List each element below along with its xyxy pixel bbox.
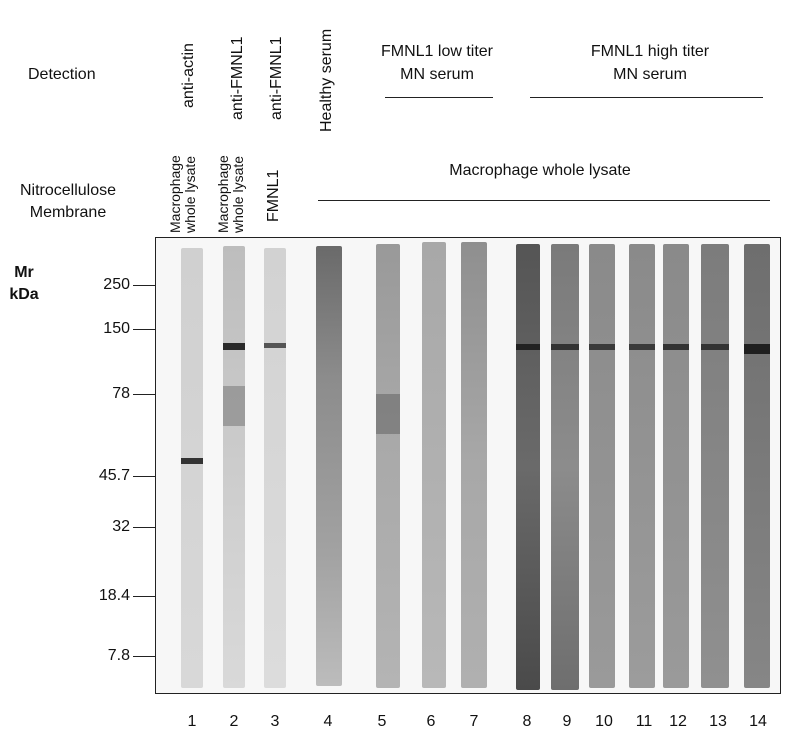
shared-membrane-rule: [318, 200, 770, 201]
fmnl1-band-lane9: [551, 344, 579, 350]
lane-number-7: 7: [469, 713, 479, 730]
high-titer-rule: [530, 97, 763, 98]
lane-number-5: 5: [377, 713, 387, 730]
detection-lane2: anti-FMNL1: [229, 36, 246, 120]
mw-tick-150: [133, 329, 155, 330]
membrane-lane1-line2: whole lysate: [182, 155, 198, 233]
membrane-lane1-line1: Macrophage: [167, 155, 183, 233]
blot-strip-2: [223, 246, 245, 688]
mw-tick-32: [133, 527, 155, 528]
blot-strip-12: [663, 244, 689, 688]
lane-number-4: 4: [323, 713, 333, 730]
high-titer-line2: MN serum: [613, 66, 687, 83]
lane-number-3: 3: [270, 713, 280, 730]
blot-strip-8: [516, 244, 540, 690]
blot-strip-11: [629, 244, 655, 688]
fmnl1-band-lane3: [264, 343, 286, 348]
mw-tick-7-8: [133, 656, 155, 657]
mr-label-line2: kDa: [9, 286, 39, 303]
membrane-label-line1: Nitrocellulose: [19, 182, 117, 199]
mw-label-32: 32: [112, 518, 130, 535]
membrane-lane2: Macrophage whole lysate: [215, 155, 246, 233]
lane-number-11: 11: [635, 713, 653, 730]
membrane-lane1: Macrophage whole lysate: [167, 155, 198, 233]
mw-tick-18-4: [133, 596, 155, 597]
blot-strip-9: [551, 244, 579, 690]
blot-strip-14: [744, 244, 770, 688]
mw-label-7-8: 7.8: [107, 647, 130, 664]
blot-strip-13: [701, 244, 729, 688]
detection-lane1: anti-actin: [180, 43, 197, 108]
lane-number-13: 13: [709, 713, 727, 730]
fmnl1-band-lane10: [589, 344, 615, 350]
shared-membrane-label: Macrophage whole lysate: [449, 162, 631, 179]
fmnl1-band-lane12: [663, 344, 689, 350]
membrane-label-line2: Membrane: [29, 204, 107, 221]
lane-number-1: 1: [187, 713, 197, 730]
smear-lane5: [376, 394, 400, 434]
blot-image: [155, 237, 781, 694]
detection-lane3: anti-FMNL1: [268, 36, 285, 120]
fmnl1-band-lane11: [629, 344, 655, 350]
mw-label-78: 78: [112, 385, 130, 402]
mw-label-45-7: 45.7: [98, 467, 130, 484]
fmnl1-band-lane2: [223, 343, 245, 350]
mr-label: Mr kDa: [6, 262, 42, 306]
blot-strip-10: [589, 244, 615, 688]
membrane-lane2-line1: Macrophage: [215, 155, 231, 233]
mw-label-18-4: 18.4: [98, 587, 130, 604]
lane-number-12: 12: [669, 713, 687, 730]
low-titer-line1: FMNL1 low titer: [380, 43, 494, 60]
blot-strip-1: [181, 248, 203, 688]
membrane-label: Nitrocellulose Membrane: [8, 180, 128, 224]
blot-strip-5: [376, 244, 400, 688]
high-titer-group-label: FMNL1 high titer MN serum: [565, 40, 735, 86]
low-titer-group-label: FMNL1 low titer MN serum: [362, 40, 512, 86]
membrane-lane3: FMNL1: [265, 169, 282, 222]
mw-tick-250: [133, 285, 155, 286]
fmnl1-band-lane14: [744, 344, 770, 354]
lane-number-10: 10: [595, 713, 613, 730]
mw-tick-45-7: [133, 476, 155, 477]
high-titer-line1: FMNL1 high titer: [590, 43, 710, 60]
mw-label-250: 250: [103, 276, 130, 293]
actin-band: [181, 458, 203, 464]
lane-number-2: 2: [229, 713, 239, 730]
mw-tick-78: [133, 394, 155, 395]
fmnl1-band-lane8: [516, 344, 540, 350]
blot-strip-3: [264, 248, 286, 688]
detection-label: Detection: [28, 66, 96, 83]
smear-lane2: [223, 386, 245, 426]
fmnl1-band-lane13: [701, 344, 729, 350]
lane-number-6: 6: [426, 713, 436, 730]
detection-lane4: Healthy serum: [318, 28, 335, 132]
low-titer-line2: MN serum: [400, 66, 474, 83]
blot-strip-6: [422, 242, 446, 688]
blot-strip-4: [316, 246, 342, 686]
lane-number-9: 9: [562, 713, 572, 730]
lane-number-14: 14: [749, 713, 767, 730]
low-titer-rule: [385, 97, 493, 98]
mw-label-150: 150: [103, 320, 130, 337]
lane-number-8: 8: [522, 713, 532, 730]
membrane-lane2-line2: whole lysate: [230, 155, 246, 233]
mr-label-line1: Mr: [14, 264, 34, 281]
blot-strip-7: [461, 242, 487, 688]
